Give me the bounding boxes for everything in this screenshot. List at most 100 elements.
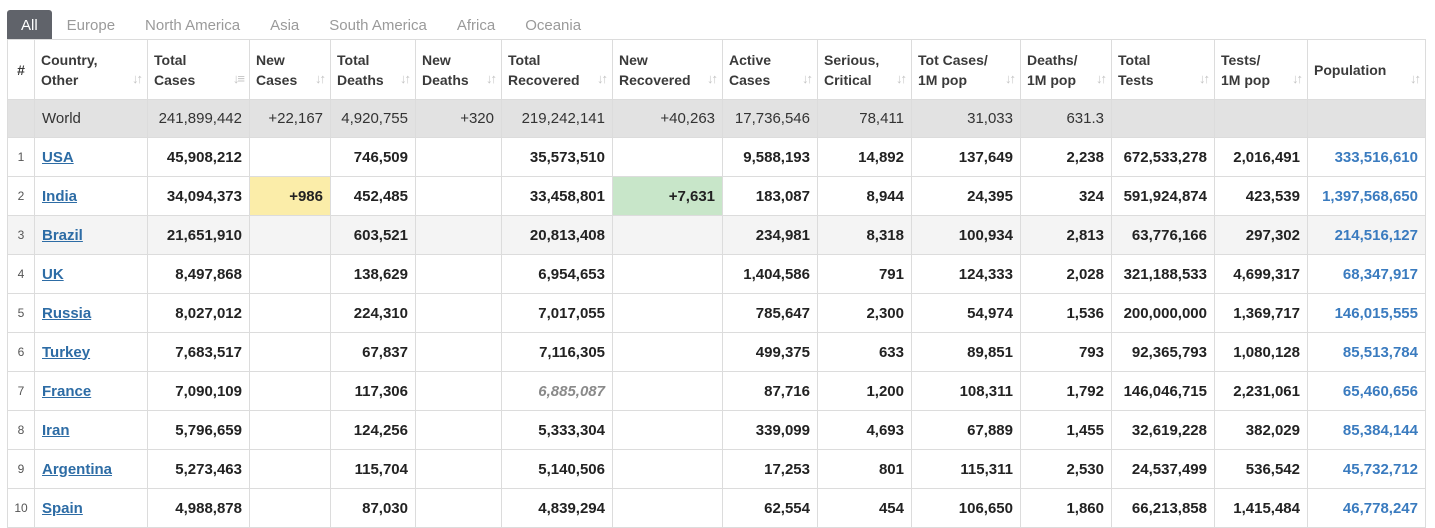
deaths-per-million-cell: 2,238 bbox=[1020, 137, 1112, 177]
country-link[interactable]: UK bbox=[42, 265, 64, 283]
tab-europe[interactable]: Europe bbox=[66, 16, 116, 34]
tab-oceania[interactable]: Oceania bbox=[525, 16, 582, 34]
sort-arrows-icon[interactable]: ↓↑ bbox=[1096, 71, 1107, 86]
country-link[interactable]: Argentina bbox=[42, 460, 113, 478]
header-total-tests[interactable]: Total Tests ↓↑ bbox=[1111, 39, 1215, 100]
country-cell: USA bbox=[34, 137, 148, 177]
cases-per-million-cell: 137,649 bbox=[911, 137, 1021, 177]
tab-south-america[interactable]: South America bbox=[329, 16, 427, 34]
country-link[interactable]: France bbox=[42, 382, 92, 400]
serious-cell: 14,892 bbox=[817, 137, 912, 177]
population-cell[interactable]: 333,516,610 bbox=[1307, 137, 1426, 177]
rank-cell: 8 bbox=[7, 410, 35, 450]
header-new-recovered[interactable]: New Recovered ↓↑ bbox=[612, 39, 723, 100]
new-recovered-cell bbox=[612, 332, 723, 372]
sort-arrows-icon[interactable]: ↓↑ bbox=[1292, 71, 1303, 86]
cases-per-million-cell: 24,395 bbox=[911, 176, 1021, 216]
header-active-cases[interactable]: Active Cases ↓↑ bbox=[722, 39, 818, 100]
serious-cell: 801 bbox=[817, 449, 912, 489]
sort-arrows-icon[interactable]: ↓↑ bbox=[1199, 71, 1210, 86]
country-cell: Turkey bbox=[34, 332, 148, 372]
header-label-line1: New bbox=[256, 51, 285, 68]
new-deaths-cell bbox=[415, 254, 502, 294]
population-cell[interactable]: 146,015,555 bbox=[1307, 293, 1426, 333]
population-cell[interactable]: 46,778,247 bbox=[1307, 488, 1426, 528]
population-cell[interactable]: 68,347,917 bbox=[1307, 254, 1426, 294]
tab-asia[interactable]: Asia bbox=[270, 16, 300, 34]
header-deaths-per-million[interactable]: Deaths/1M pop ↓↑ bbox=[1020, 39, 1112, 100]
sort-arrows-icon[interactable]: ↓↑ bbox=[896, 71, 907, 86]
table-row: 8 Iran 5,796,659 124,256 5,333,304 339,099 4,6… bbox=[7, 410, 1426, 450]
country-link[interactable]: Spain bbox=[42, 499, 83, 517]
header-label-line2: Recovered bbox=[619, 71, 691, 88]
new-deaths-cell bbox=[415, 449, 502, 489]
new-deaths-cell: +320 bbox=[415, 99, 502, 138]
sort-arrows-icon[interactable]: ↓↑ bbox=[597, 71, 608, 86]
new-deaths-cell bbox=[415, 137, 502, 177]
tab-africa[interactable]: Africa bbox=[456, 16, 496, 34]
header-population[interactable]: Population ↓↑ bbox=[1307, 39, 1426, 100]
sort-arrows-icon[interactable]: ↓↑ bbox=[802, 71, 813, 86]
total-deaths-cell: 224,310 bbox=[330, 293, 416, 333]
total-tests-cell: 146,046,715 bbox=[1111, 371, 1215, 411]
sort-arrows-icon[interactable]: ↓↑ bbox=[132, 71, 143, 86]
cases-per-million-cell: 67,889 bbox=[911, 410, 1021, 450]
country-link[interactable]: Iran bbox=[42, 421, 70, 439]
total-recovered-cell: 219,242,141 bbox=[501, 99, 613, 138]
header-label-line2: Cases bbox=[154, 71, 196, 88]
header-total-recovered[interactable]: Total Recovered ↓↑ bbox=[501, 39, 613, 100]
sort-arrows-icon[interactable]: ↓↑ bbox=[400, 71, 411, 86]
tab-north-america[interactable]: North America bbox=[145, 16, 241, 34]
header-cases-per-million[interactable]: Tot Cases/1M pop ↓↑ bbox=[911, 39, 1021, 100]
population-cell[interactable]: 65,460,656 bbox=[1307, 371, 1426, 411]
total-recovered-cell: 5,333,304 bbox=[501, 410, 613, 450]
sort-arrows-icon[interactable]: ↓↑ bbox=[1005, 71, 1016, 86]
country-link[interactable]: Brazil bbox=[42, 226, 83, 244]
header-row: # Country, Other ↓↑ Total Cases ↓≡ New Cases ↓… bbox=[7, 39, 1426, 100]
country-link[interactable]: USA bbox=[42, 148, 74, 166]
total-tests-cell: 321,188,533 bbox=[1111, 254, 1215, 294]
rank-cell: 4 bbox=[7, 254, 35, 294]
header-new-deaths[interactable]: New Deaths ↓↑ bbox=[415, 39, 502, 100]
sort-active-icon[interactable]: ↓≡ bbox=[232, 71, 245, 86]
new-recovered-cell bbox=[612, 449, 723, 489]
new-deaths-cell bbox=[415, 488, 502, 528]
country-link[interactable]: India bbox=[42, 187, 78, 205]
cases-per-million-cell: 89,851 bbox=[911, 332, 1021, 372]
rank-cell: 6 bbox=[7, 332, 35, 372]
country-link[interactable]: Turkey bbox=[42, 343, 91, 361]
new-cases-cell bbox=[249, 137, 331, 177]
header-total-cases[interactable]: Total Cases ↓≡ bbox=[147, 39, 250, 100]
tab-all[interactable]: All bbox=[7, 10, 52, 40]
country-cell: France bbox=[34, 371, 148, 411]
new-recovered-cell bbox=[612, 410, 723, 450]
header-label: Population bbox=[1314, 61, 1387, 78]
population-cell[interactable]: 85,513,784 bbox=[1307, 332, 1426, 372]
cases-per-million-cell: 108,311 bbox=[911, 371, 1021, 411]
header-label-line2: Other bbox=[41, 71, 79, 88]
header-total-deaths[interactable]: Total Deaths ↓↑ bbox=[330, 39, 416, 100]
cases-per-million-cell: 106,650 bbox=[911, 488, 1021, 528]
sort-arrows-icon[interactable]: ↓↑ bbox=[486, 71, 497, 86]
sort-arrows-icon[interactable]: ↓↑ bbox=[707, 71, 718, 86]
tests-per-million-cell: 423,539 bbox=[1214, 176, 1308, 216]
header-tests-per-million[interactable]: Tests/1M pop ↓↑ bbox=[1214, 39, 1308, 100]
sort-arrows-icon[interactable]: ↓↑ bbox=[315, 71, 326, 86]
population-cell[interactable]: 214,516,127 bbox=[1307, 215, 1426, 255]
header-label-line2: 1M pop bbox=[918, 71, 967, 88]
population-cell[interactable]: 85,384,144 bbox=[1307, 410, 1426, 450]
header-country[interactable]: Country, Other ↓↑ bbox=[34, 39, 148, 100]
header-serious[interactable]: Serious, Critical ↓↑ bbox=[817, 39, 912, 100]
tests-per-million-cell: 2,231,061 bbox=[1214, 371, 1308, 411]
country-link[interactable]: Russia bbox=[42, 304, 92, 322]
header-label-line1: Serious, bbox=[824, 51, 880, 68]
active-cases-cell: 234,981 bbox=[722, 215, 818, 255]
sort-arrows-icon[interactable]: ↓↑ bbox=[1410, 71, 1421, 86]
header-new-cases[interactable]: New Cases ↓↑ bbox=[249, 39, 331, 100]
header-label-line1: Total bbox=[508, 51, 541, 68]
population-cell[interactable]: 1,397,568,650 bbox=[1307, 176, 1426, 216]
cases-per-million-cell: 124,333 bbox=[911, 254, 1021, 294]
active-cases-cell: 9,588,193 bbox=[722, 137, 818, 177]
header-label-line2: Cases bbox=[729, 71, 771, 88]
population-cell[interactable]: 45,732,712 bbox=[1307, 449, 1426, 489]
